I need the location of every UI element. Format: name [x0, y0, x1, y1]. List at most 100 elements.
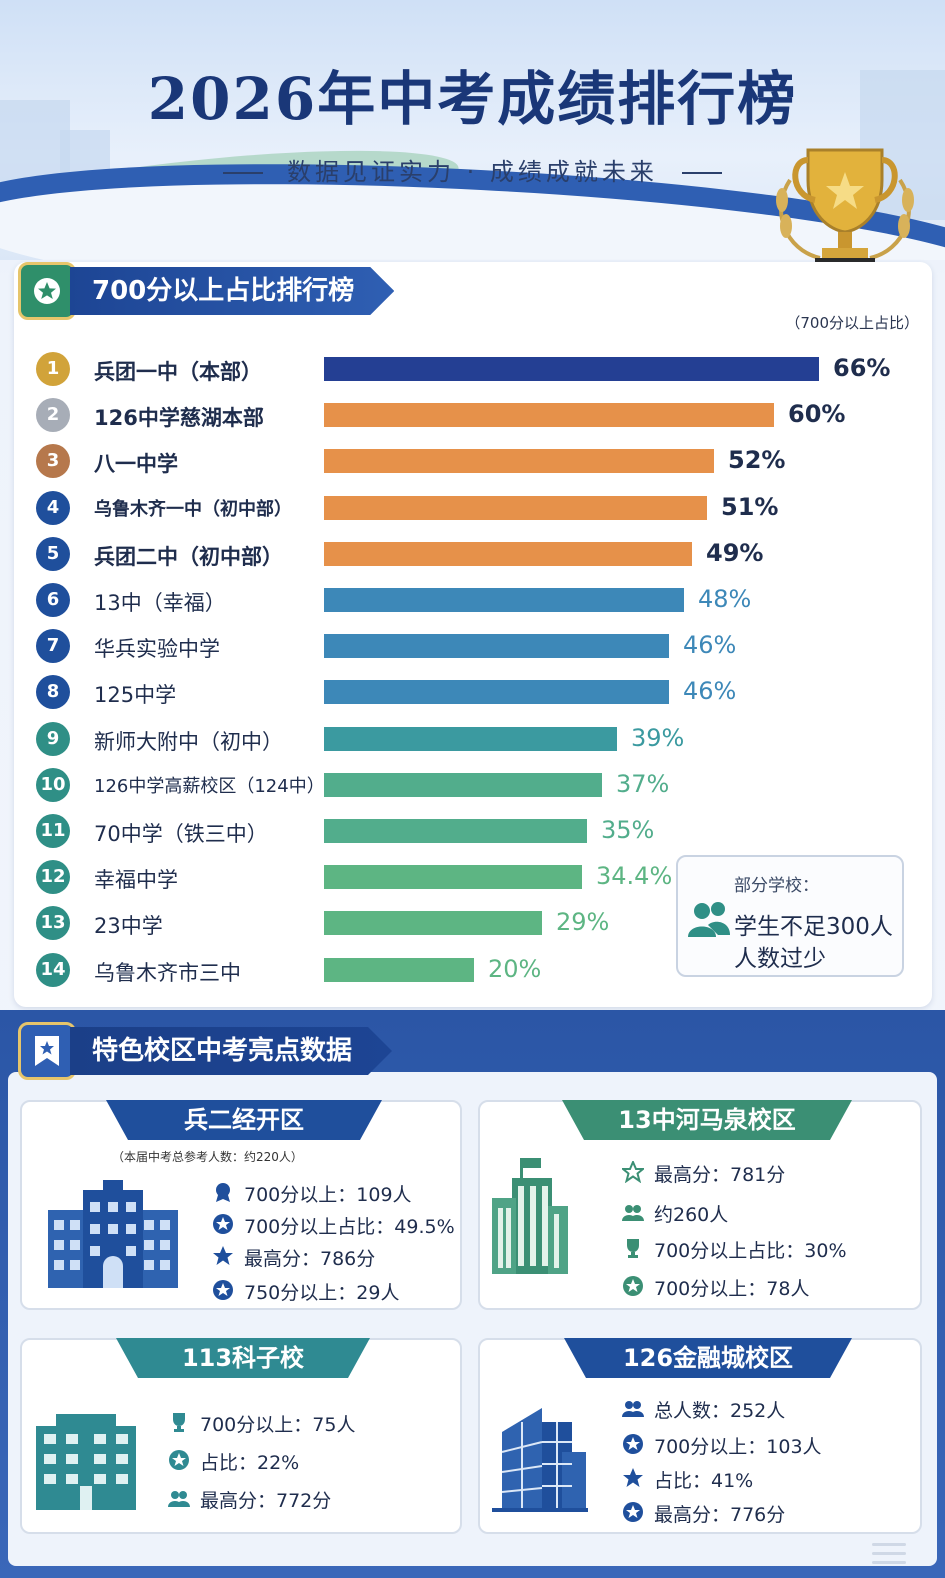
ranking-row: 4 乌鲁木齐一中（初中部） 51%	[36, 489, 906, 529]
star-outline-icon	[622, 1161, 644, 1183]
office-building-icon	[492, 1158, 568, 1274]
ranking-row: 5 兵团二中（初中部） 49%	[36, 535, 906, 575]
ranking-row: 9 新师大附中（初中） 39%	[36, 720, 906, 760]
ranking-row: 7 华兵实验中学 46%	[36, 627, 906, 667]
ranking-row: 14 乌鲁木齐市三中 20%	[36, 951, 906, 991]
ranking-bar	[324, 958, 474, 982]
star-circle-icon	[213, 1214, 233, 1234]
school-name: 125中学	[94, 683, 177, 707]
campus-stat: 700分以上：75人	[173, 1410, 355, 1437]
ranking-bar	[324, 403, 774, 427]
rank-number-badge: 11	[36, 814, 70, 848]
rank-number-badge: 1	[36, 352, 70, 386]
people-icon	[168, 1491, 190, 1507]
note-heading: 部分学校：	[734, 876, 819, 896]
ranking-header: 700分以上占比排行榜	[18, 262, 394, 320]
page-subtitle: 数据见证实力 · 成绩成就未来	[0, 152, 945, 187]
percent-label: 37%	[616, 770, 670, 798]
percent-label: 49%	[706, 539, 764, 567]
rank-number-badge: 7	[36, 629, 70, 663]
percent-label: 48%	[698, 585, 752, 613]
ranking-bar	[324, 357, 819, 381]
ranking-row: 2 126中学慈湖本部 60%	[36, 396, 906, 436]
percent-label: 66%	[833, 354, 891, 382]
star-badge-icon	[623, 1434, 643, 1454]
ranking-row: 10 126中学高薪校区（124中） 37%	[36, 766, 906, 806]
percent-label: 51%	[721, 493, 779, 521]
ranking-row: 1 兵团一中（本部） 66%	[36, 350, 906, 390]
rank-number-badge: 5	[36, 537, 70, 571]
campus-stat: 占比：41%	[623, 1466, 753, 1493]
trophy-icon	[627, 1239, 639, 1258]
campus-stat: 最高分：772分	[168, 1486, 331, 1513]
trophy-icon	[776, 148, 914, 282]
percent-label: 60%	[788, 400, 846, 428]
small-school-note: 部分学校： 学生不足300人 人数过少	[676, 855, 904, 977]
ranking-bar	[324, 819, 587, 843]
campus-stat: 700分以上占比：49.5%	[213, 1212, 455, 1239]
ranking-bar	[324, 634, 669, 658]
page-title: 2026年中考成绩排行榜	[147, 65, 798, 133]
ranking-bar	[324, 727, 617, 751]
ranking-heading: 700分以上占比排行榜	[70, 267, 394, 315]
school-name: 70中学（铁三中）	[94, 822, 268, 846]
people-icon	[622, 1401, 644, 1417]
school-name: 兵团一中（本部）	[94, 360, 262, 384]
school-name: 13中（幸福）	[94, 591, 226, 615]
campus-stat: 700分以上占比：30%	[627, 1236, 847, 1263]
campus-card-126: 126金融城校区 总人数：252人 700分以上：103人 占比：41% 最高分…	[478, 1338, 922, 1534]
ranking-row: 3 八一中学 52%	[36, 442, 906, 482]
campus-card-113: 113科子校 700分以上：75人 占比：22% 最高分：772分	[20, 1338, 462, 1534]
school-name: 新师大附中（初中）	[94, 730, 283, 754]
note-line-1: 学生不足300人	[734, 914, 893, 940]
people-icon	[688, 902, 730, 937]
percent-label: 46%	[683, 631, 737, 659]
star-badge-icon	[623, 1276, 643, 1296]
campus-card-13zhong: 13中河马泉校区 最高分：781分 约260人 700分以上占比：30% 700…	[478, 1100, 922, 1310]
campus-card-note: （本届中考总参考人数：约220人）	[112, 1150, 303, 1164]
campus-card-title: 126金融城校区	[564, 1338, 852, 1378]
ranking-row: 6 13中（幸福） 48%	[36, 581, 906, 621]
campus-card-title: 兵二经开区	[106, 1100, 382, 1140]
rank-number-badge: 14	[36, 953, 70, 987]
campus-stat: 总人数：252人	[622, 1396, 785, 1423]
school-name: 华兵实验中学	[94, 637, 220, 661]
school-name: 乌鲁木齐市三中	[94, 961, 241, 985]
ranking-row: 12 幸福中学 34.4%	[36, 858, 906, 898]
ranking-unit-note: （700分以上占比）	[785, 314, 919, 332]
hero-banner	[0, 0, 945, 260]
school-building-icon	[36, 1414, 136, 1510]
campus-stat: 750分以上：29人	[213, 1278, 399, 1305]
rank-number-badge: 10	[36, 768, 70, 802]
ranking-bar	[324, 496, 707, 520]
star-icon	[623, 1468, 643, 1487]
campus-stat: 约260人	[622, 1200, 728, 1227]
ranking-bar	[324, 680, 669, 704]
rank-number-badge: 4	[36, 491, 70, 525]
school-name: 八一中学	[94, 452, 178, 476]
percent-label: 34.4%	[596, 862, 673, 890]
menu-icon[interactable]	[872, 1543, 906, 1571]
medal-icon	[216, 1183, 230, 1202]
school-name: 乌鲁木齐一中（初中部）	[94, 499, 292, 520]
star-badge-icon	[169, 1450, 189, 1470]
ranking-bar	[324, 542, 692, 566]
bookmark-star-icon	[18, 1022, 76, 1080]
ranking-bar	[324, 773, 602, 797]
campus-stat: 最高分：781分	[622, 1160, 785, 1187]
campus-stat: 700分以上：78人	[623, 1274, 809, 1301]
ranking-row: 11 70中学（铁三中） 35%	[36, 812, 906, 852]
school-name: 126中学慈湖本部	[94, 406, 264, 430]
percent-label: 29%	[556, 908, 610, 936]
ranking-row: 13 23中学 29%	[36, 904, 906, 944]
ranking-row: 8 125中学 46%	[36, 673, 906, 713]
school-name: 23中学	[94, 914, 163, 938]
rank-number-badge: 6	[36, 583, 70, 617]
campus-card-title: 113科子校	[116, 1338, 370, 1378]
rank-number-badge: 8	[36, 675, 70, 709]
school-building-icon	[48, 1180, 178, 1288]
school-name: 兵团二中（初中部）	[94, 545, 283, 569]
star-badge-icon	[623, 1502, 643, 1522]
percent-label: 39%	[631, 724, 685, 752]
campus-stat: 最高分：776分	[623, 1500, 785, 1527]
